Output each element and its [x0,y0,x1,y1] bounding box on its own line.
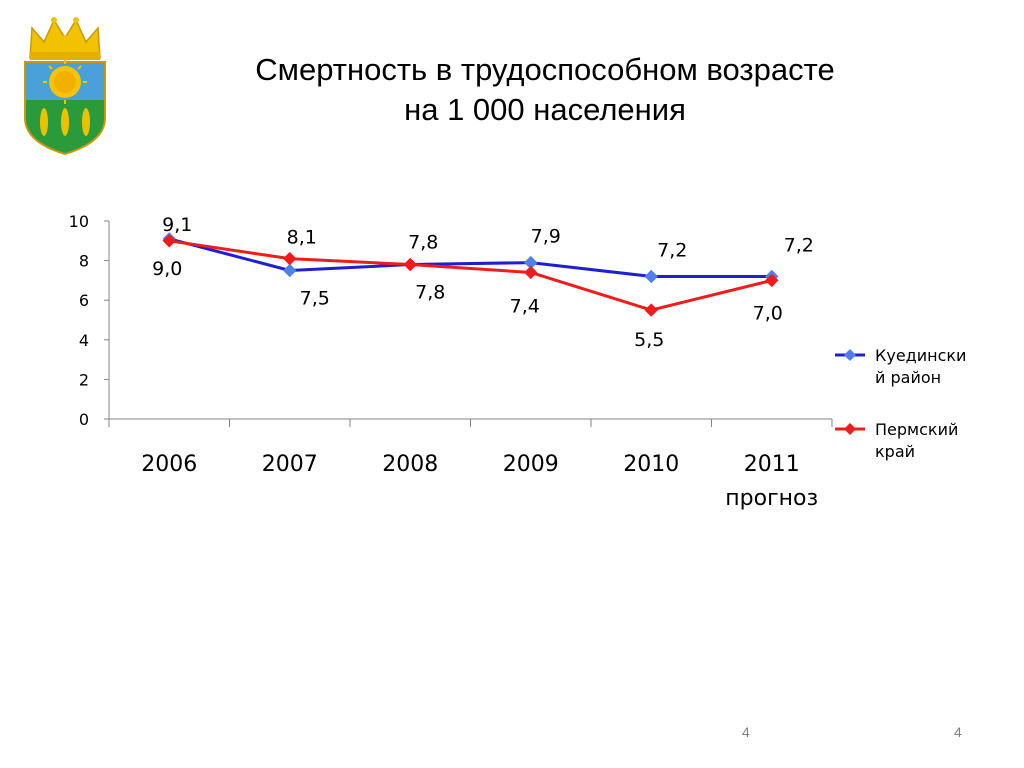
series-1-marker [283,263,297,278]
title-line-1: Смертность в трудоспособном возрасте [255,52,835,87]
y-tick-label: 8 [79,252,89,271]
y-tick-label: 6 [79,291,89,310]
series-2-marker [644,303,658,317]
series-1-marker [644,269,658,284]
data-label: 5,5 [634,329,664,351]
series-2-marker [162,234,176,248]
series-2-marker [524,265,538,280]
legend-label-2: Пермский край [875,420,958,461]
data-label: 7,8 [408,232,438,254]
series-line-1 [168,237,772,278]
x-tick-label: 2010 [623,452,679,477]
data-label: 7,9 [531,226,561,248]
y-tick-label: 2 [79,370,89,389]
data-label: 9,0 [152,258,182,280]
data-label: 7,0 [753,302,783,324]
data-label: 7,2 [657,239,687,261]
data-label: 7,8 [415,282,445,304]
series-2-marker [765,273,779,288]
page-number-center: 4 [742,724,750,740]
series-2-marker [403,257,417,272]
x-tick-label: 2009 [503,452,559,477]
x-tick-label: 2008 [382,452,438,477]
data-label: 7,2 [784,234,814,256]
page-number-right: 4 [954,724,962,740]
legend-marker-1 [844,349,856,361]
legend-marker-2 [844,423,856,435]
y-tick-label: 10 [69,212,89,231]
title-line-2: на 1 000 населения [404,92,686,127]
x-tick-label: 2006 [141,452,197,477]
data-label: 8,1 [287,227,317,249]
coat-of-arms-icon [24,17,106,156]
y-tick-label: 0 [79,410,89,429]
data-label: 9,1 [162,214,192,236]
legend-label-1: Куедински й район [875,346,966,387]
data-label: 7,4 [510,295,540,317]
series-line-2 [169,239,773,312]
series-2-marker [283,251,297,266]
x-tick-label: 2007 [262,452,318,477]
page-title: Смертность в трудоспособном возрасте на … [210,50,880,130]
y-tick-label: 4 [79,331,89,350]
data-label: 7,5 [300,288,330,310]
x-tick-label: 2011 прогноз [725,452,818,511]
